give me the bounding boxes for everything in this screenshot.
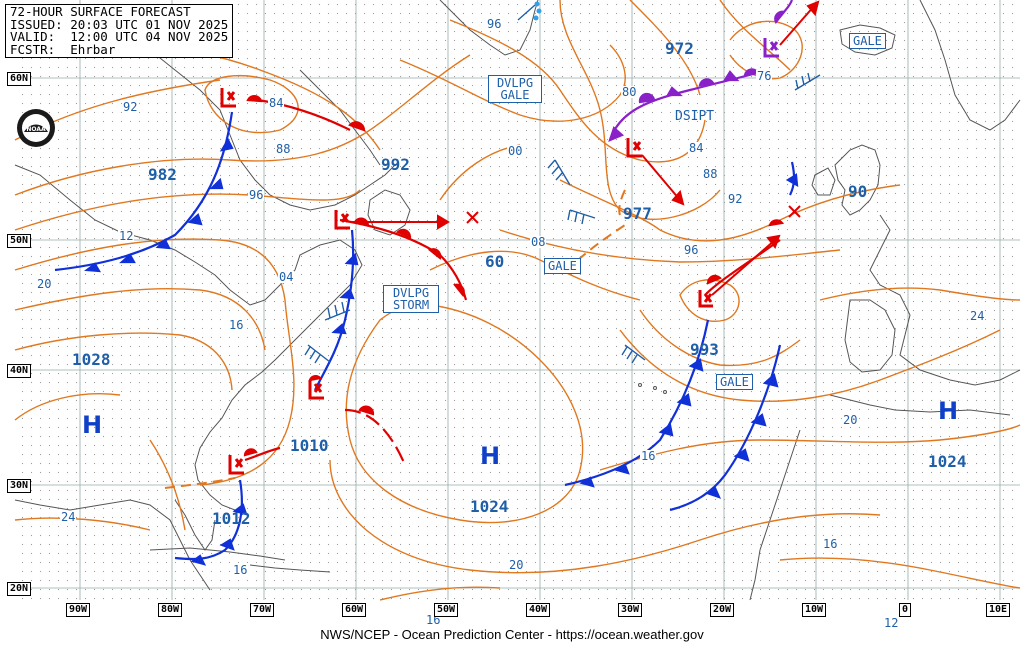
isobar-label: 76 <box>756 69 773 83</box>
isobar-label: 88 <box>275 142 292 156</box>
low-centers-purple <box>763 38 779 58</box>
pressure-center-1024-east: 1024 <box>928 452 967 471</box>
longitude-label: 60W <box>342 603 367 617</box>
cold-fronts <box>54 111 799 566</box>
pressure-center-60: 60 <box>485 252 505 271</box>
latitude-label: 50N <box>7 234 32 248</box>
longitude-label: 10W <box>802 603 827 617</box>
isobar-label: 24 <box>969 309 986 323</box>
isobar-label: 16 <box>228 318 245 332</box>
isobar-label: 16 <box>425 613 442 627</box>
isobar-label: 84 <box>268 96 285 110</box>
high-center-east: H <box>938 397 959 425</box>
isobar-label: 96 <box>683 243 700 257</box>
wind-barbs <box>304 4 821 364</box>
warning-developing-gale: DVLPG GALE <box>488 75 542 103</box>
coastlines <box>14 0 1021 601</box>
pressure-center-993: 993 <box>690 340 719 359</box>
isobar-label: 20 <box>36 277 53 291</box>
longitude-label: 30W <box>618 603 643 617</box>
longitude-label: 20W <box>710 603 735 617</box>
isobar-label: 24 <box>60 510 77 524</box>
latitude-label: 60N <box>7 72 32 86</box>
longitude-label: 50W <box>434 603 459 617</box>
longitude-label: 80W <box>158 603 183 617</box>
header-valid: VALID: 12:00 UTC 04 NOV 2025 <box>10 29 229 44</box>
pressure-center-1028: 1028 <box>72 350 111 369</box>
low-centers <box>220 88 801 475</box>
dissipating-label: DSIPT <box>675 109 715 124</box>
latitude-label: 20N <box>7 582 32 596</box>
isobar-label: 04 <box>278 270 295 284</box>
occluded-fronts <box>608 0 794 142</box>
longitude-label: 10E <box>986 603 1011 617</box>
pressure-center-977: 977 <box>623 204 652 223</box>
pressure-center-972: 972 <box>665 39 694 58</box>
warning-gale-south: GALE <box>716 374 753 390</box>
pressure-center-90: 90 <box>848 182 868 201</box>
latitude-label: 30N <box>7 479 32 493</box>
troughs <box>164 189 626 489</box>
longitude-label: 90W <box>66 603 91 617</box>
isobar-label: 80 <box>621 85 638 99</box>
header-title: 72-HOUR SURFACE FORECAST <box>10 4 191 19</box>
longitude-label: 70W <box>250 603 275 617</box>
svg-text:NOAA: NOAA <box>26 126 46 133</box>
warning-gale-mid: GALE <box>544 258 581 274</box>
pressure-center-992: 992 <box>381 155 410 174</box>
pressure-center-1024-central: 1024 <box>470 497 509 516</box>
isobar-label: 96 <box>486 17 503 31</box>
warning-gale-iceland: GALE <box>849 33 886 49</box>
isobar-label: 96 <box>248 188 265 202</box>
high-center-west: H <box>82 411 103 439</box>
sea-ice-dots <box>533 1 542 21</box>
isobar-label: 16 <box>822 537 839 551</box>
storm-tracks <box>350 0 820 296</box>
isobar-label: 88 <box>702 167 719 181</box>
footer-credit: NWS/NCEP - Ocean Prediction Center - htt… <box>320 627 704 642</box>
isobar-label: 16 <box>640 449 657 463</box>
isobar-label: 00 <box>507 144 524 158</box>
longitude-label: 0 <box>899 603 912 617</box>
high-center-central: H <box>480 442 501 470</box>
warning-developing-storm: DVLPG STORM <box>383 285 439 313</box>
isobar-label: 84 <box>688 141 705 155</box>
isobar-label: 08 <box>530 235 547 249</box>
latitude-label: 40N <box>7 364 32 378</box>
pressure-center-1012: 1012 <box>212 509 251 528</box>
pressure-center-982: 982 <box>148 165 177 184</box>
isobar-label: 20 <box>842 413 859 427</box>
header-issued: ISSUED: 20:03 UTC 01 NOV 2025 <box>10 16 229 32</box>
isobar-label: 92 <box>122 100 139 114</box>
pressure-center-1010: 1010 <box>290 436 329 455</box>
longitude-label: 40W <box>526 603 551 617</box>
isobar-label: 16 <box>232 563 249 577</box>
isobar-label: 12 <box>883 616 900 630</box>
isobar-label: 12 <box>118 229 135 243</box>
noaa-logo: NOAA <box>17 109 55 147</box>
forecast-header: 72-HOUR SURFACE FORECAST ISSUED: 20:03 U… <box>5 4 234 58</box>
isobar-label: 20 <box>508 558 525 572</box>
isobar-label: 92 <box>727 192 744 206</box>
header-forecaster: FCSTR: Ehrbar <box>10 41 116 57</box>
